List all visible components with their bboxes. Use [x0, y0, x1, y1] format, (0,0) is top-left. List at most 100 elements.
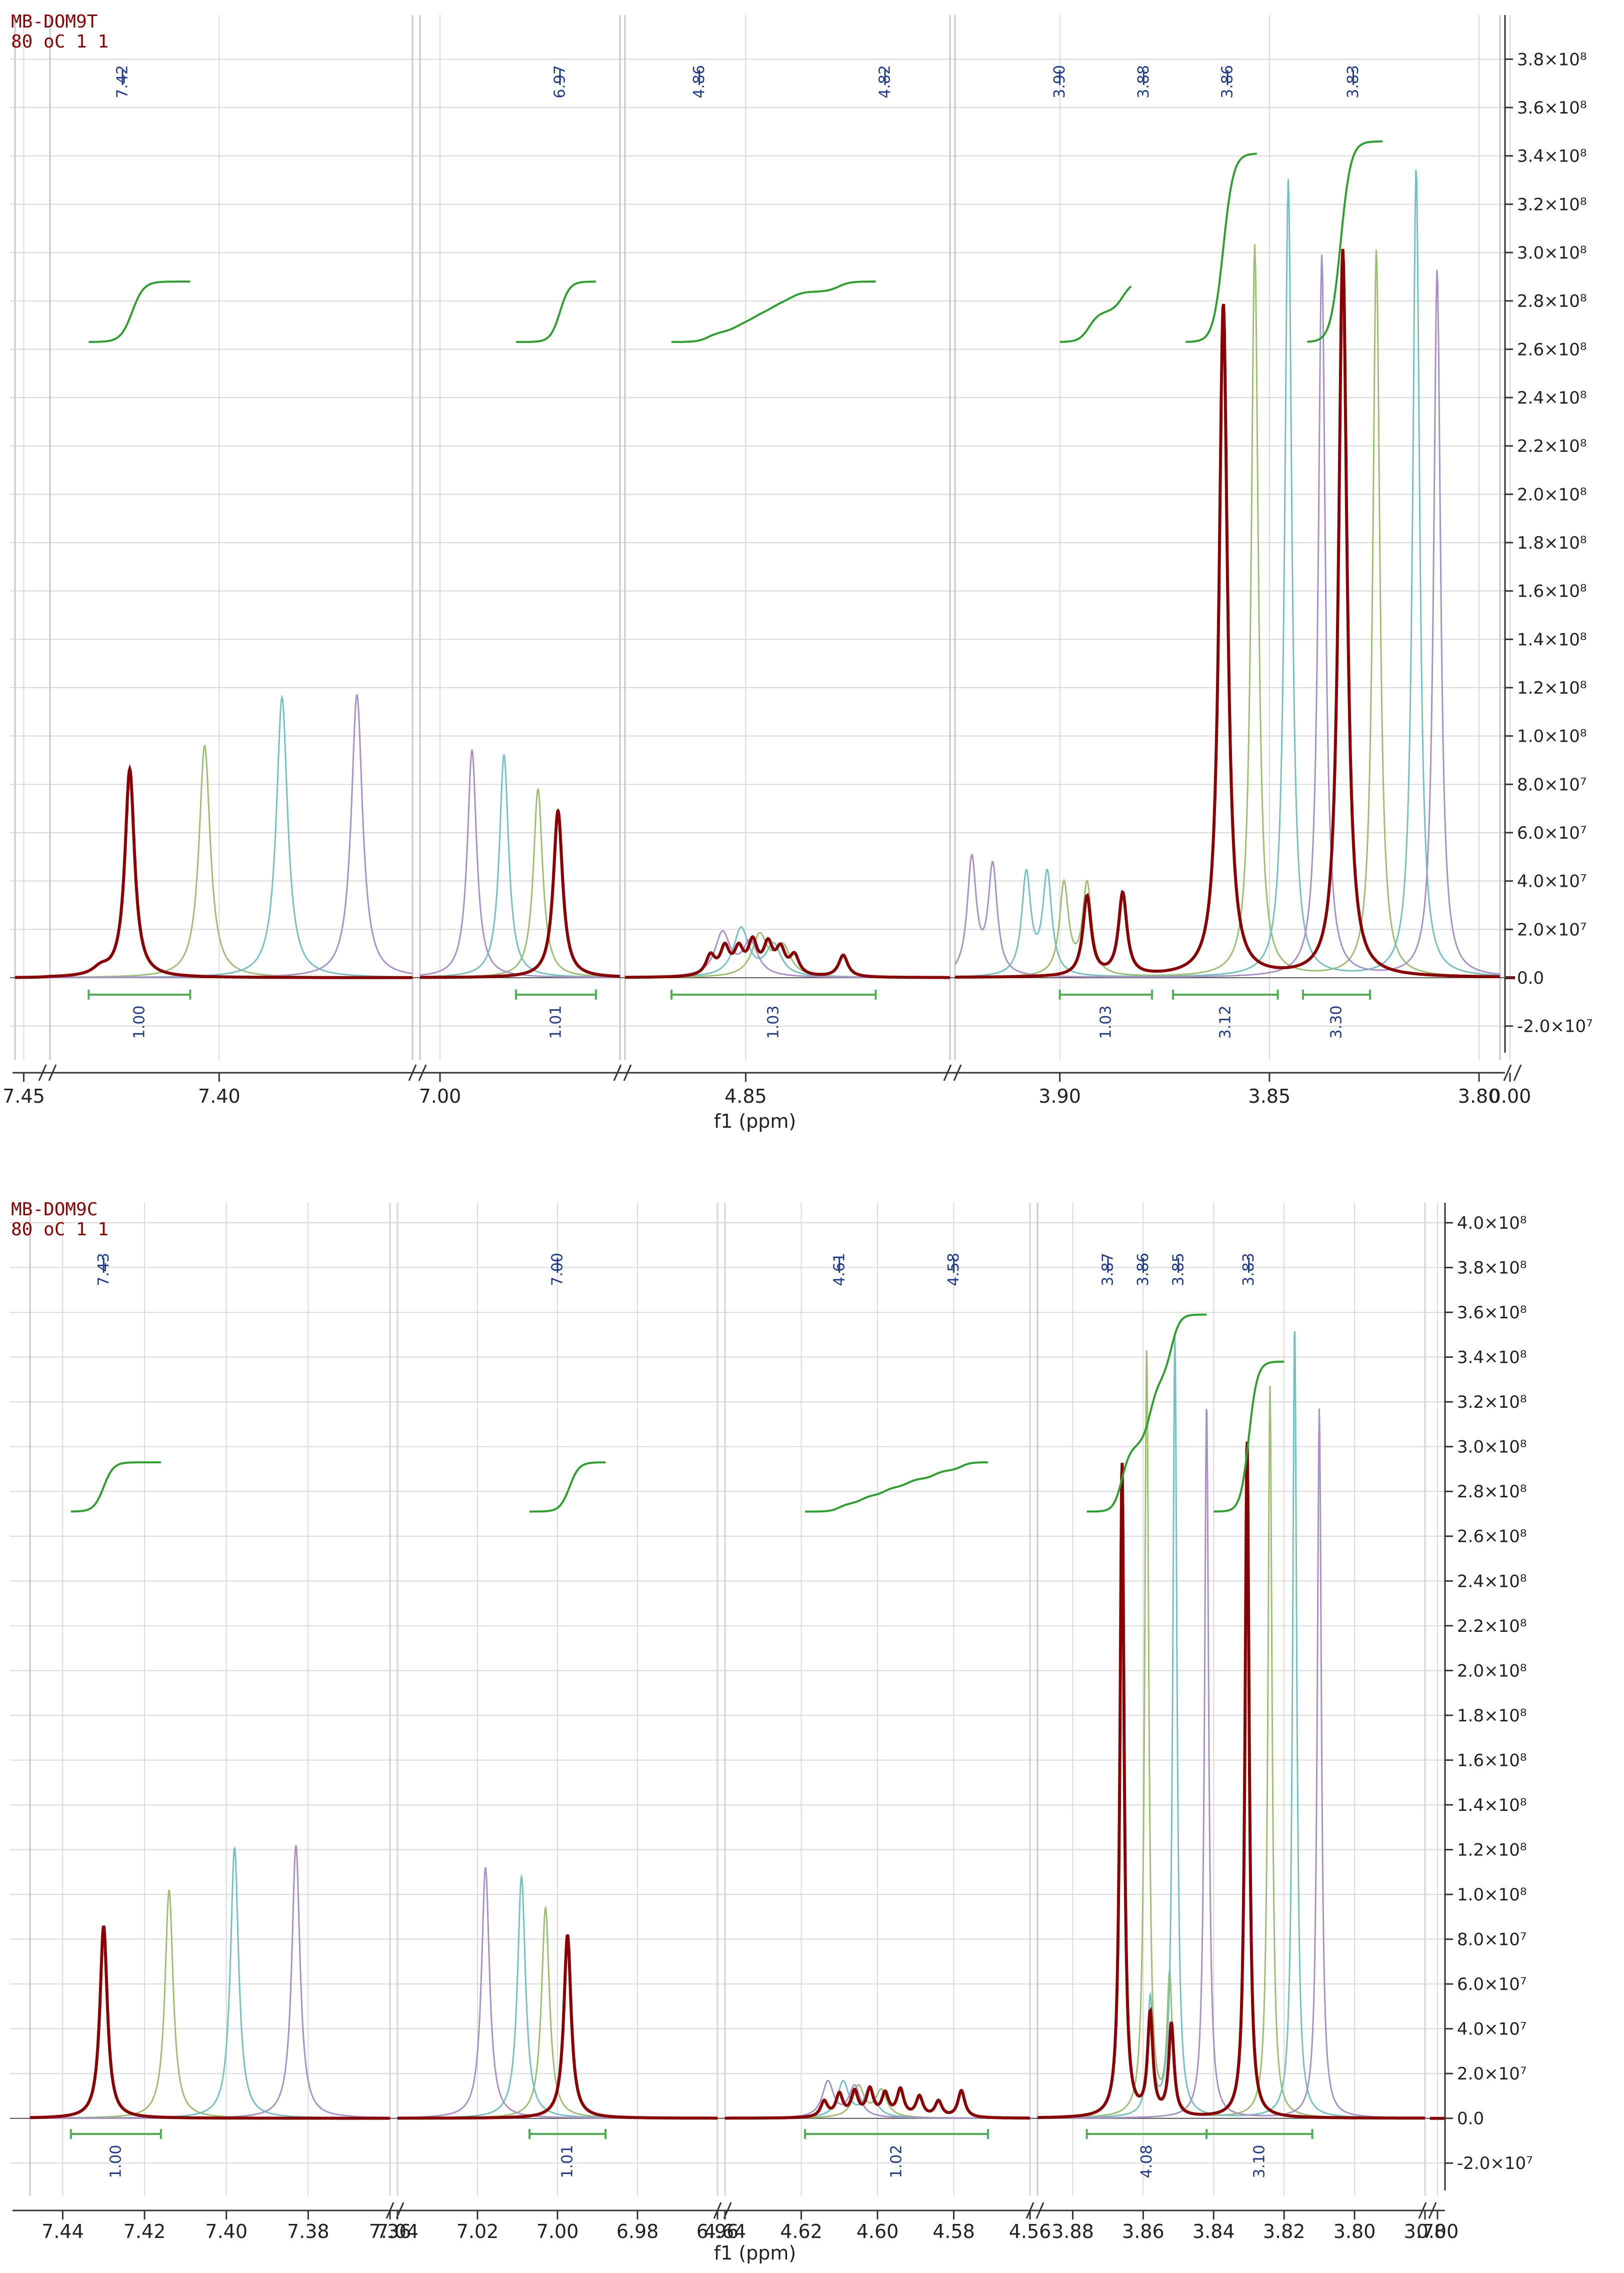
y-tick-label: 2.0×10⁸: [1457, 1661, 1526, 1681]
x-tick-label: 0.00: [1489, 1085, 1532, 1107]
x-tick-label: 7.42: [124, 2220, 166, 2242]
y-tick-label: 1.8×10⁸: [1457, 1706, 1526, 1726]
y-tick-label: 2.6×10⁸: [1517, 340, 1586, 360]
peak-label: 3.86: [1219, 65, 1236, 99]
y-tick-label: 4.0×10⁷: [1457, 2019, 1526, 2039]
integral-value: 1.00: [130, 1005, 148, 1039]
x-tick-label: 7.40: [198, 1085, 240, 1107]
peak-label: 4.58: [945, 1253, 962, 1286]
main-spectrum-line: [625, 937, 950, 977]
overlay-spectrum-line: [30, 1890, 390, 2118]
main-spectrum-line: [1038, 1442, 1425, 2118]
integral-curve: [805, 1462, 988, 1511]
peak-label: 7.43: [95, 1253, 112, 1286]
overlay-spectrum-line: [625, 927, 950, 978]
y-tick-label: 1.4×10⁸: [1457, 1795, 1526, 1815]
x-tick-label: 7.45: [2, 1085, 45, 1107]
x-axis-title: f1 (ppm): [714, 1110, 796, 1132]
sample-label: 80 oC 1 1: [11, 32, 108, 52]
y-tick-label: 3.0×10⁸: [1517, 243, 1586, 263]
x-tick-label: 7.02: [456, 2220, 499, 2242]
peak-label: 3.85: [1170, 1253, 1187, 1286]
peak-label: 4.61: [830, 1253, 848, 1286]
overlay-spectrum-line: [50, 746, 412, 977]
x-axis-title: f1 (ppm): [714, 2242, 796, 2264]
integral-curve: [672, 282, 876, 342]
peak-label: 3.83: [1240, 1253, 1258, 1286]
y-tick-label: 3.6×10⁸: [1517, 98, 1586, 118]
y-tick-label: 6.0×10⁷: [1457, 1974, 1526, 1994]
x-tick-label: 3.82: [1263, 2220, 1306, 2242]
sample-label: MB-DOM9C: [11, 1199, 98, 1220]
y-tick-label: 2.8×10⁸: [1517, 292, 1586, 312]
y-tick-label: 2.6×10⁸: [1457, 1527, 1526, 1547]
x-tick-label: 7.40: [205, 2220, 248, 2242]
x-tick-label: 3.90: [1038, 1085, 1081, 1107]
main-spectrum-line: [50, 769, 412, 978]
y-tick-label: 1.6×10⁸: [1517, 582, 1586, 602]
x-tick-label: 3.88: [1052, 2220, 1094, 2242]
x-tick-label: 4.60: [856, 2220, 899, 2242]
y-tick-label: 3.2×10⁸: [1517, 195, 1586, 215]
y-tick-label: 3.8×10⁸: [1457, 1258, 1526, 1278]
integral-value: 1.02: [888, 2145, 906, 2178]
integral-curve: [1060, 287, 1132, 342]
integral-curve: [88, 282, 190, 342]
overlay-spectrum-line: [50, 695, 412, 978]
y-tick-label: 8.0×10⁷: [1517, 775, 1586, 795]
main-spectrum-line: [15, 976, 50, 977]
y-tick-label: 4.0×10⁷: [1517, 872, 1586, 892]
peak-label: 3.87: [1099, 1253, 1116, 1286]
main-spectrum-line: [30, 1926, 390, 2118]
y-tick-label: 1.6×10⁸: [1457, 1750, 1526, 1770]
integral-curve: [516, 282, 596, 342]
integral-curve: [530, 1462, 606, 1511]
peak-label: 3.90: [1051, 65, 1068, 99]
y-tick-label: 3.8×10⁸: [1517, 50, 1586, 70]
x-tick-label: 7.00: [536, 2220, 579, 2242]
integral-value: 1.03: [1097, 1005, 1114, 1039]
x-tick-label: 0.00: [1416, 2220, 1459, 2242]
peak-label: 7.00: [549, 1253, 566, 1286]
y-tick-label: 2.8×10⁸: [1457, 1482, 1526, 1502]
x-tick-label: 4.85: [724, 1085, 767, 1107]
x-tick-label: 4.64: [704, 2220, 746, 2242]
y-tick-label: 2.0×10⁸: [1517, 485, 1586, 505]
x-tick-label: 7.44: [42, 2220, 84, 2242]
x-tick-label: 7.04: [376, 2220, 419, 2242]
integral-value: 3.10: [1250, 2145, 1268, 2178]
peak-label: 3.86: [1134, 1253, 1152, 1286]
overlay-spectrum-line: [420, 789, 620, 977]
overlay-spectrum-line: [1038, 1331, 1425, 2118]
peak-label: 3.88: [1135, 65, 1152, 99]
y-tick-label: -2.0×10⁷: [1457, 2153, 1533, 2173]
integral-value: 1.01: [548, 1005, 565, 1039]
y-tick-label: 1.0×10⁸: [1457, 1885, 1526, 1905]
integral-value: 1.01: [559, 2145, 576, 2178]
y-tick-label: 3.0×10⁸: [1457, 1437, 1526, 1457]
x-tick-label: 4.56: [1009, 2220, 1052, 2242]
y-tick-label: 1.8×10⁸: [1517, 533, 1586, 553]
integral-value: 3.30: [1328, 1005, 1346, 1039]
peak-label: 4.82: [876, 65, 894, 99]
axis-break-icon: [1504, 1065, 1521, 1081]
y-tick-label: 2.4×10⁸: [1517, 388, 1586, 408]
peak-label: 3.83: [1344, 65, 1362, 99]
x-tick-label: 4.58: [932, 2220, 975, 2242]
integral-value: 1.03: [765, 1005, 782, 1039]
overlay-spectrum-line: [1038, 1350, 1425, 2118]
y-tick-label: 0.0: [1517, 968, 1544, 988]
peak-label: 4.86: [690, 65, 708, 99]
y-tick-label: 3.4×10⁸: [1517, 147, 1586, 167]
integral-value: 3.12: [1216, 1005, 1234, 1039]
integral-curve: [71, 1462, 161, 1511]
x-tick-label: 3.85: [1248, 1085, 1291, 1107]
y-tick-label: 1.2×10⁸: [1517, 678, 1586, 698]
x-tick-label: 6.98: [616, 2220, 659, 2242]
sample-label: 80 oC 1 1: [11, 1219, 108, 1240]
overlay-spectrum-line: [1038, 1409, 1425, 2118]
x-tick-label: 7.38: [287, 2220, 330, 2242]
y-tick-label: 2.0×10⁷: [1457, 2064, 1526, 2084]
integral-value: 4.08: [1138, 2145, 1156, 2178]
